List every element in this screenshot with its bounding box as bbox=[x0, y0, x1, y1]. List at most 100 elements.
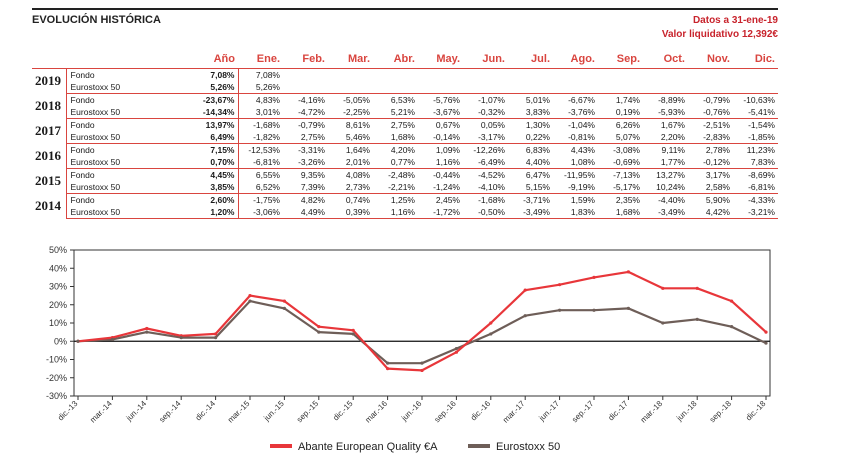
header-blank bbox=[32, 52, 66, 69]
month-cell: -3,71% bbox=[523, 195, 550, 205]
month-cell: 4,42% bbox=[688, 206, 733, 219]
column-header: Año bbox=[184, 52, 238, 69]
x-tick-label: jun.-17 bbox=[537, 399, 562, 424]
month-cell: -3,26% bbox=[283, 156, 328, 169]
data-point bbox=[110, 337, 114, 342]
ytd-cell: 13,97% bbox=[184, 118, 239, 131]
column-header: Abr. bbox=[373, 52, 418, 69]
month-cell: -2,21% bbox=[373, 181, 418, 194]
x-tick-label: mar.-15 bbox=[226, 399, 252, 425]
month-cell: 1,16% bbox=[418, 156, 463, 169]
month-cell: 3,01% bbox=[238, 106, 283, 119]
data-point bbox=[695, 286, 699, 290]
month-cell bbox=[688, 69, 733, 82]
data-point bbox=[386, 367, 390, 371]
x-tick-label: jun.-14 bbox=[124, 399, 149, 424]
x-tick-label: dic.-16 bbox=[469, 399, 493, 423]
month-cell: 7,83% bbox=[733, 156, 778, 169]
column-header: Jul. bbox=[508, 52, 553, 69]
data-point bbox=[248, 294, 252, 298]
x-tick-label: mar.-17 bbox=[501, 399, 527, 425]
y-tick-label: 20% bbox=[49, 300, 67, 310]
month-cell: 9,35% bbox=[300, 170, 325, 180]
column-header: Ene. bbox=[238, 52, 283, 69]
data-point bbox=[145, 326, 149, 331]
month-cell: 1,64% bbox=[345, 145, 370, 155]
month-cell: -3,49% bbox=[508, 206, 553, 219]
month-cell: -3,06% bbox=[238, 206, 283, 219]
table-row: Eurostoxx 50 1,20% -3,06% 4,49% 0,39% 1,16% -1… bbox=[32, 206, 778, 219]
month-cell: 0,22% bbox=[508, 131, 553, 144]
month-cell: 1,16% bbox=[373, 206, 418, 219]
legend-label: Abante European Quality €A bbox=[298, 441, 438, 453]
month-cell: 1,68% bbox=[598, 206, 643, 219]
y-tick-label: 30% bbox=[49, 282, 67, 292]
month-cell: 2,75% bbox=[390, 120, 415, 130]
month-cell: -5,41% bbox=[733, 106, 778, 119]
data-point bbox=[420, 368, 424, 373]
month-cell: -5,05% bbox=[343, 95, 370, 105]
y-tick-label: 50% bbox=[49, 245, 67, 255]
month-cell: -1,75% bbox=[253, 195, 280, 205]
month-cell: -7,13% bbox=[613, 170, 640, 180]
month-cell: -3,67% bbox=[418, 106, 463, 119]
month-cell: 7,39% bbox=[283, 181, 328, 194]
month-cell: -2,25% bbox=[328, 106, 373, 119]
row-label: Eurostoxx 50 bbox=[66, 206, 184, 219]
data-point bbox=[730, 325, 734, 329]
x-tick-label: sep.-18 bbox=[708, 399, 734, 425]
month-cell: -1,54% bbox=[748, 120, 775, 130]
month-cell: 5,26% bbox=[238, 81, 283, 94]
row-label: Fondo bbox=[70, 145, 95, 155]
month-cell: 5,01% bbox=[525, 95, 550, 105]
data-point bbox=[489, 321, 493, 325]
month-cell: -8,69% bbox=[748, 170, 775, 180]
month-cell: -3,21% bbox=[733, 206, 778, 219]
data-point bbox=[626, 270, 631, 274]
month-cell bbox=[643, 81, 688, 94]
month-cell: -3,08% bbox=[613, 145, 640, 155]
month-cell bbox=[688, 81, 733, 94]
month-cell: 6,83% bbox=[525, 145, 550, 155]
month-cell bbox=[418, 81, 463, 94]
y-tick-label: -30% bbox=[46, 391, 67, 401]
month-cell: 6,47% bbox=[525, 170, 550, 180]
x-tick-label: mar.-18 bbox=[639, 399, 665, 425]
x-tick-label: sep.-17 bbox=[570, 399, 596, 425]
data-point bbox=[489, 332, 493, 336]
legend-label: Eurostoxx 50 bbox=[496, 441, 560, 453]
month-cell: 3,17% bbox=[705, 170, 730, 180]
month-cell: 5,07% bbox=[598, 131, 643, 144]
data-point bbox=[214, 332, 218, 336]
year-cell: 2017 bbox=[32, 118, 67, 144]
month-cell: -1,24% bbox=[418, 181, 463, 194]
month-cell: 1,74% bbox=[615, 95, 640, 105]
nav-value: Valor liquidativo 12,392€ bbox=[661, 29, 778, 40]
data-point bbox=[454, 350, 458, 354]
month-cell: 5,21% bbox=[373, 106, 418, 119]
table-row: 2018 Fondo -23,67% 4,83% -4,16% -5,05% 6,53% -5… bbox=[32, 93, 778, 119]
x-tick-label: sep.-14 bbox=[157, 399, 183, 425]
month-cell: -3,49% bbox=[643, 206, 688, 219]
row-label: Fondo bbox=[70, 195, 95, 205]
month-cell: 2,58% bbox=[688, 181, 733, 194]
month-cell: 4,43% bbox=[570, 145, 595, 155]
data-point bbox=[317, 330, 321, 334]
month-cell: 9,11% bbox=[661, 145, 685, 155]
x-tick-label: dic.-18 bbox=[744, 399, 768, 423]
data-point bbox=[179, 336, 183, 340]
month-cell bbox=[733, 69, 778, 82]
y-tick-label: -20% bbox=[46, 373, 67, 383]
month-cell: -4,10% bbox=[463, 181, 508, 194]
month-cell bbox=[598, 81, 643, 94]
month-cell: 1,08% bbox=[553, 156, 598, 169]
row-label: Fondo bbox=[70, 95, 95, 105]
month-cell: 4,49% bbox=[283, 206, 328, 219]
month-cell: 2,45% bbox=[435, 195, 460, 205]
data-point bbox=[626, 306, 631, 310]
table-row: Eurostoxx 50 5,26% 5,26% bbox=[32, 81, 778, 94]
year-cell: 2015 bbox=[32, 168, 67, 194]
month-cell bbox=[463, 81, 508, 94]
data-point bbox=[661, 286, 665, 290]
month-cell: -6,67% bbox=[568, 95, 595, 105]
